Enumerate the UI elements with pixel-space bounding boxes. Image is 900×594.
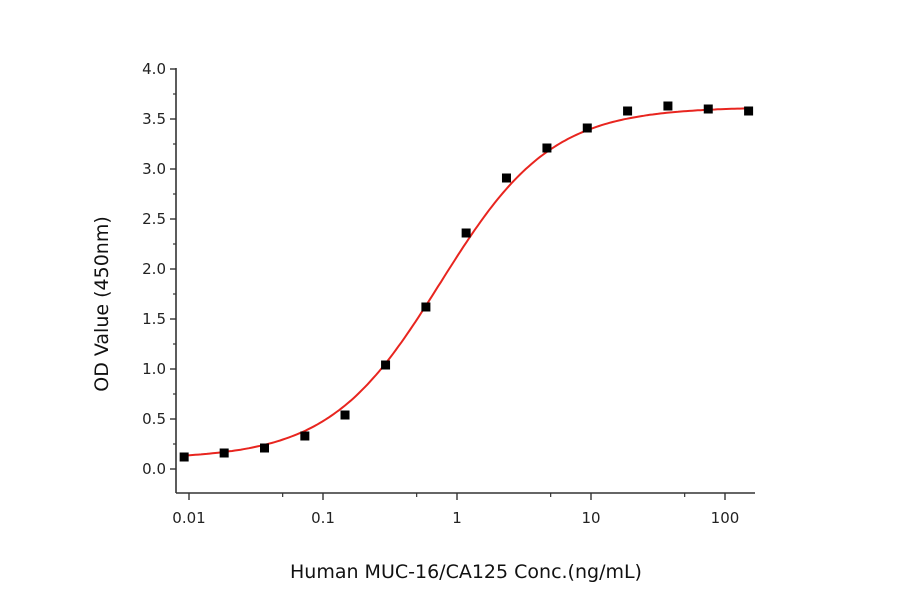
x-tick-label: 10 xyxy=(581,509,600,527)
data-point-marker xyxy=(582,123,592,133)
y-tick-label: 0.5 xyxy=(142,410,166,428)
axes xyxy=(175,68,755,494)
x-tick-label: 100 xyxy=(711,509,740,527)
y-tick-label: 2.0 xyxy=(142,260,166,278)
y-tick-label: 3.0 xyxy=(142,160,166,178)
y-tick-label: 1.0 xyxy=(142,360,166,378)
data-point-marker xyxy=(461,228,471,238)
data-point-marker xyxy=(663,101,673,111)
x-tick-label: 0.1 xyxy=(311,509,335,527)
fit-curve xyxy=(184,107,749,457)
y-tick-label: 4.0 xyxy=(142,60,166,78)
data-point-marker xyxy=(381,360,391,370)
data-point-marker xyxy=(744,106,754,116)
data-point-marker xyxy=(623,106,633,116)
data-point-marker xyxy=(300,431,310,441)
y-axis-ticks: 0.0 0.5 1.0 1.5 2.0 2.5 3.0 3.5 4.0 xyxy=(142,60,176,478)
x-axis-ticks: 0.01 0.1 1 10 100 xyxy=(172,493,739,527)
y-tick-label: 2.5 xyxy=(142,210,166,228)
data-point-marker xyxy=(421,302,431,312)
data-point-marker xyxy=(340,410,350,420)
y-tick-label: 0.0 xyxy=(142,460,166,478)
data-points xyxy=(179,101,754,462)
y-tick-label: 1.5 xyxy=(142,310,166,328)
y-tick-label: 3.5 xyxy=(142,110,166,128)
x-axis-title: Human MUC-16/CA125 Conc.(ng/mL) xyxy=(290,561,642,583)
x-tick-label: 0.01 xyxy=(172,509,205,527)
x-tick-label: 1 xyxy=(452,509,462,527)
y-axis-title: OD Value (450nm) xyxy=(91,216,113,391)
data-point-marker xyxy=(703,104,713,114)
data-point-marker xyxy=(179,452,189,462)
data-point-marker xyxy=(542,143,552,153)
data-point-marker xyxy=(219,448,229,458)
data-point-marker xyxy=(260,443,270,453)
data-point-marker xyxy=(501,173,511,183)
